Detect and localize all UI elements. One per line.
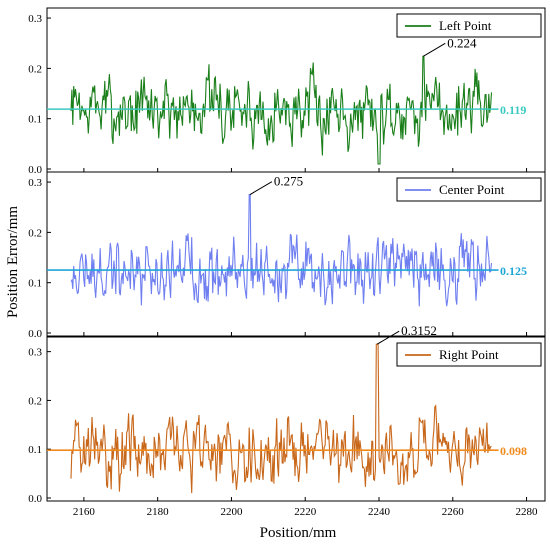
series-line bbox=[70, 55, 493, 165]
mean-value-label: 0.119 bbox=[500, 103, 526, 117]
y-tick-label: 0.2 bbox=[28, 395, 42, 407]
y-tick-label: 0.1 bbox=[28, 114, 42, 126]
mean-value-label: 0.098 bbox=[500, 444, 527, 458]
x-tick-label: 2200 bbox=[220, 506, 243, 518]
x-tick-label: 2180 bbox=[147, 506, 170, 518]
y-tick-label: 0.0 bbox=[28, 493, 42, 505]
legend-box bbox=[396, 177, 542, 202]
y-tick-label: 0.1 bbox=[28, 444, 42, 456]
panel-center-point: 0.0 0.1 0.2 0.3 0.125 0.275 Center Point bbox=[28, 171, 546, 340]
legend-label: Right Point bbox=[439, 347, 499, 362]
panel-frame bbox=[46, 171, 546, 337]
peak-value-label: 0.224 bbox=[447, 35, 477, 50]
y-tick-label: 0.0 bbox=[28, 328, 42, 340]
legend-box bbox=[396, 342, 542, 367]
y-tick-label: 0.2 bbox=[28, 227, 42, 239]
peak-value-label: 0.3152 bbox=[401, 323, 437, 338]
legend-box bbox=[396, 13, 542, 38]
x-tick-label: 2220 bbox=[294, 506, 317, 518]
x-tick-label: 2240 bbox=[368, 506, 391, 518]
y-tick-label: 0.3 bbox=[28, 177, 42, 189]
legend-label: Left Point bbox=[439, 18, 492, 33]
y-tick-label: 0.3 bbox=[28, 13, 42, 25]
series-line bbox=[70, 194, 493, 307]
panel-left-point: 0.0 0.1 0.2 0.3 0.119 0.224 Left Point bbox=[28, 7, 546, 176]
peak-leader-line bbox=[423, 42, 446, 57]
peak-value-label: 0.275 bbox=[274, 174, 303, 189]
x-tick-label: 2260 bbox=[442, 506, 465, 518]
y-tick-label: 0.3 bbox=[28, 347, 42, 359]
x-axis-title: Position/mm bbox=[260, 525, 337, 541]
x-tick-label: 2160 bbox=[73, 506, 96, 518]
peak-leader-line bbox=[249, 181, 273, 196]
mean-value-label: 0.125 bbox=[500, 264, 527, 278]
y-tick-label: 0.0 bbox=[28, 164, 42, 176]
y-tick-label: 0.2 bbox=[28, 63, 42, 75]
peak-leader-line bbox=[376, 330, 400, 345]
legend-label: Center Point bbox=[439, 182, 505, 197]
x-tick-label: 2280 bbox=[516, 506, 539, 518]
series-line bbox=[70, 343, 492, 494]
y-axis-title: Position Error/mm bbox=[5, 206, 21, 318]
y-tick-label: 0.1 bbox=[28, 278, 42, 290]
panel-frame bbox=[46, 336, 546, 502]
